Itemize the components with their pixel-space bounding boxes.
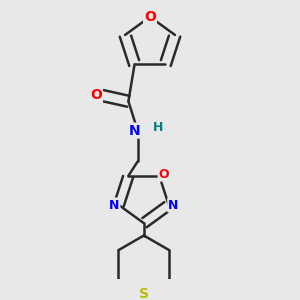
- Text: O: O: [159, 168, 169, 181]
- Text: S: S: [139, 287, 149, 300]
- Text: N: N: [109, 199, 119, 212]
- Text: N: N: [129, 124, 140, 138]
- Text: O: O: [144, 10, 156, 24]
- Text: H: H: [152, 121, 163, 134]
- Text: O: O: [90, 88, 102, 102]
- Text: N: N: [168, 199, 178, 212]
